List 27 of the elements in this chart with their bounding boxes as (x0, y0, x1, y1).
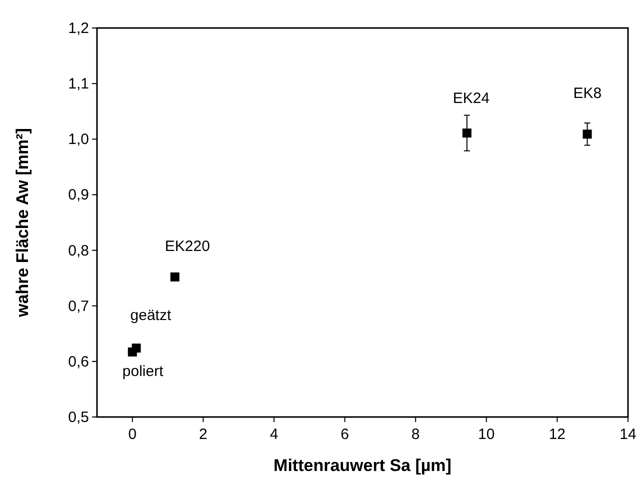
y-tick-label: 0,5 (68, 409, 89, 426)
y-tick-label: 0,8 (68, 242, 89, 260)
y-tick-label: 1,1 (68, 76, 89, 93)
x-tick-label: 10 (478, 426, 495, 443)
y-tick-label: 1,2 (68, 20, 89, 37)
point (132, 344, 141, 353)
x-tick-label: 2 (199, 426, 208, 443)
y-tick-label: 1,0 (68, 131, 89, 148)
x-tick-label: 12 (548, 426, 566, 443)
x-tick-label: 4 (270, 426, 278, 443)
annotation: EK220 (164, 238, 210, 255)
point (462, 128, 472, 138)
annotation: geätzt (130, 307, 172, 324)
x-axis-title: Mittenrauwert Sa [µm] (274, 456, 452, 475)
x-tick-label: 8 (411, 426, 420, 443)
point (582, 130, 592, 139)
point (170, 272, 180, 282)
y-tick-label: 0,6 (68, 353, 89, 370)
annotation: EK24 (452, 90, 490, 108)
x-tick-label: 0 (128, 426, 137, 443)
annotation: EK8 (573, 85, 602, 102)
x-tick-label: 6 (340, 426, 349, 443)
y-tick-label: 0,9 (68, 186, 89, 204)
x-tick-label: 14 (620, 426, 636, 443)
y-tick-label: 0,7 (68, 298, 89, 315)
y-axis-title: wahre Fläche Aw [mm²] (13, 128, 32, 318)
annotation: poliert (122, 362, 164, 380)
